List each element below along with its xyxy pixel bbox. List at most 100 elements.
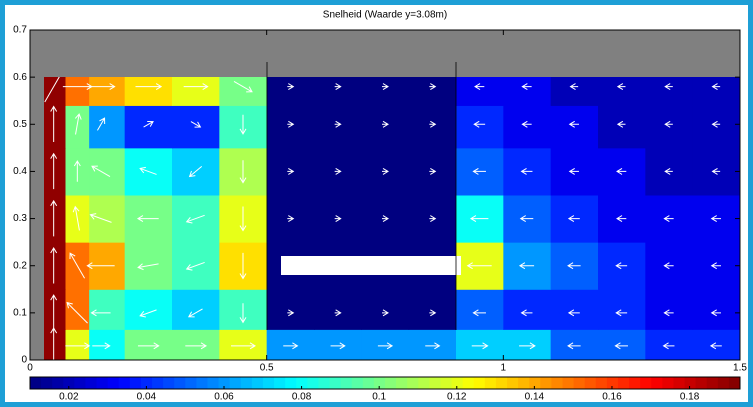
velocity-arrow: [382, 309, 389, 317]
colorbar-swatch: [617, 377, 630, 389]
heat-cell: [645, 289, 694, 330]
velocity-arrow: [520, 168, 533, 175]
velocity-arrow: [334, 168, 342, 175]
velocity-arrow: [287, 309, 295, 317]
velocity-arrow: [474, 83, 485, 91]
heat-cell: [314, 105, 362, 149]
colorbar-tick-label: 0.14: [525, 392, 545, 403]
x-tick-label: 1: [501, 363, 507, 374]
colorbar-tick-label: 0.16: [602, 392, 622, 403]
colorbar-swatch: [540, 377, 552, 389]
velocity-arrow: [50, 246, 58, 284]
y-tick-label: 0.5: [13, 119, 27, 130]
velocity-arrow: [185, 261, 205, 271]
velocity-arrow: [521, 120, 532, 128]
heat-cell: [124, 289, 173, 330]
velocity-arrow: [382, 120, 389, 128]
colorbar-tick-label: 0.18: [680, 392, 700, 403]
colorbar-swatch: [440, 377, 453, 389]
colorbar-swatch: [240, 377, 253, 389]
colorbar-swatch: [551, 377, 563, 389]
velocity-arrow: [519, 215, 534, 222]
heat-cell: [65, 105, 90, 149]
heat-cell: [408, 289, 457, 330]
velocity-arrow: [472, 309, 486, 317]
velocity-arrow: [615, 262, 628, 270]
velocity-arrow: [429, 168, 437, 175]
velocity-arrow: [97, 117, 106, 131]
heat-cell: [456, 289, 504, 330]
velocity-arrow: [72, 205, 80, 231]
velocity-arrow: [615, 309, 628, 317]
velocity-arrow: [382, 168, 389, 175]
velocity-arrow: [330, 342, 346, 350]
colorbar-swatch: [584, 377, 597, 389]
velocity-arrow: [429, 309, 437, 317]
velocity-arrow: [664, 168, 673, 175]
colorbar-swatch: [107, 377, 120, 389]
velocity-arrow: [50, 152, 58, 190]
velocity-arrow: [569, 83, 579, 91]
velocity-arrow: [65, 342, 91, 350]
colorbar-swatch: [163, 377, 175, 389]
heat-cell: [456, 329, 504, 361]
colorbar-swatch: [340, 377, 353, 389]
heat-cell: [172, 289, 220, 330]
velocity-arrow: [233, 80, 253, 93]
colorbar-frame: [29, 376, 741, 390]
velocity-arrow: [429, 215, 437, 222]
velocity-arrow: [69, 252, 86, 279]
heat-cell: [361, 289, 410, 330]
axes-frame: [29, 29, 741, 361]
velocity-arrow: [429, 83, 437, 91]
colorbar-swatch: [662, 377, 674, 389]
velocity-arrow: [711, 83, 721, 91]
colorbar-swatch: [473, 377, 486, 389]
heat-cell: [692, 289, 741, 330]
heat-cell: [172, 329, 220, 361]
velocity-arrow: [187, 308, 203, 318]
y-tick-label: 0.2: [13, 260, 27, 271]
colorbar-tick-label: 0.08: [292, 392, 312, 403]
velocity-arrow: [429, 120, 437, 128]
x-tick-label: 0.5: [260, 363, 274, 374]
colorbar-tick-label: 0.1: [372, 392, 386, 403]
heat-cell: [503, 329, 552, 361]
heat-cell: [124, 329, 173, 361]
velocity-arrow: [568, 168, 579, 175]
velocity-arrow: [287, 168, 295, 175]
velocity-arrow: [287, 83, 295, 91]
heat-cell: [89, 147, 126, 196]
heat-cell: [314, 329, 362, 361]
colorbar-swatch: [174, 377, 186, 389]
velocity-arrow: [616, 168, 627, 175]
y-tick-label: 0: [21, 355, 27, 366]
velocity-arrow: [711, 120, 721, 128]
velocity-arrow: [239, 303, 247, 324]
colorbar-swatch: [673, 377, 686, 389]
colorbar-swatch: [329, 377, 342, 389]
colorbar-swatch: [573, 377, 586, 389]
velocity-arrow: [473, 120, 486, 128]
colorbar-swatch: [640, 377, 652, 389]
velocity-arrow: [50, 105, 58, 143]
obstacle: [281, 256, 461, 275]
colorbar-swatch: [274, 377, 286, 389]
colorbar-swatch: [52, 377, 64, 389]
x-tick-label: 1.5: [733, 363, 747, 374]
y-tick-label: 0.1: [13, 307, 27, 318]
velocity-arrow: [188, 165, 203, 178]
heat-cell: [361, 329, 410, 361]
colorbar-swatch: [684, 377, 697, 389]
colorbar-swatch: [595, 377, 608, 389]
colorbar-swatch: [462, 377, 475, 389]
colorbar-swatch: [118, 377, 131, 389]
velocity-arrow: [87, 83, 116, 91]
velocity-arrow: [239, 114, 247, 135]
colorbar-swatch: [285, 377, 297, 389]
velocity-arrow: [283, 342, 299, 350]
velocity-arrow: [664, 83, 673, 91]
heat-cell: [598, 289, 646, 330]
velocity-arrow: [519, 342, 536, 350]
colorbar-swatch: [706, 377, 719, 389]
